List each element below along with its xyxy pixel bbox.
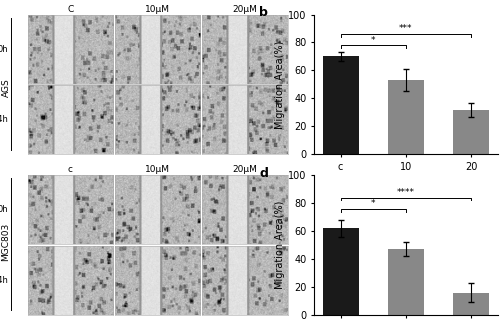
Bar — [322, 228, 358, 315]
Text: *: * — [371, 36, 376, 45]
Y-axis label: 24h: 24h — [0, 276, 8, 285]
Text: d: d — [260, 167, 268, 180]
Bar — [388, 80, 424, 154]
Title: 10μM: 10μM — [145, 5, 170, 14]
Bar — [453, 293, 489, 315]
Text: b: b — [260, 6, 268, 19]
Y-axis label: 0h: 0h — [0, 45, 8, 54]
Bar — [322, 57, 358, 154]
Bar — [388, 249, 424, 315]
Title: 20μM: 20μM — [232, 5, 258, 14]
Title: 20μM: 20μM — [232, 165, 258, 174]
Title: c: c — [68, 165, 72, 174]
Text: AGS: AGS — [2, 78, 11, 97]
Y-axis label: 24h: 24h — [0, 115, 8, 124]
Y-axis label: Migration Area(%): Migration Area(%) — [276, 40, 285, 129]
Text: MGC803: MGC803 — [2, 223, 11, 261]
Text: ****: **** — [397, 188, 415, 197]
Title: C: C — [67, 5, 73, 14]
Text: ***: *** — [399, 25, 412, 33]
Title: 10μM: 10μM — [145, 165, 170, 174]
Bar — [453, 109, 489, 154]
X-axis label: Concentration(μM): Concentration(μM) — [360, 177, 452, 187]
Y-axis label: Migration Area(%): Migration Area(%) — [276, 201, 285, 289]
Text: *: * — [371, 199, 376, 208]
Y-axis label: 0h: 0h — [0, 205, 8, 214]
